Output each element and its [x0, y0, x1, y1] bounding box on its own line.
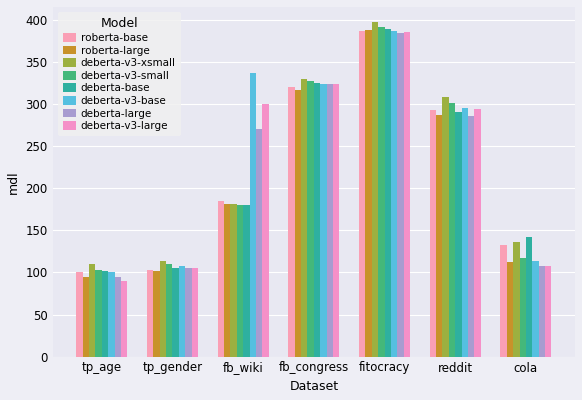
Bar: [159, 262, 166, 357]
Bar: [301, 78, 307, 357]
Bar: [166, 264, 172, 357]
Bar: [442, 97, 449, 357]
Bar: [191, 268, 198, 357]
Bar: [430, 110, 436, 357]
Bar: [320, 84, 327, 357]
X-axis label: Dataset: Dataset: [289, 380, 338, 393]
Bar: [218, 201, 224, 357]
Bar: [95, 270, 102, 357]
Legend: roberta-base, roberta-large, deberta-v3-xsmall, deberta-v3-small, deberta-base, : roberta-base, roberta-large, deberta-v3-…: [58, 12, 181, 136]
Bar: [359, 31, 365, 357]
Bar: [179, 266, 185, 357]
Bar: [532, 262, 538, 357]
Bar: [154, 271, 159, 357]
Bar: [230, 204, 237, 357]
Bar: [455, 112, 462, 357]
Bar: [436, 115, 442, 357]
Bar: [526, 237, 532, 357]
Bar: [501, 246, 507, 357]
Bar: [398, 33, 403, 357]
Bar: [147, 270, 154, 357]
Bar: [83, 276, 89, 357]
Bar: [545, 266, 551, 357]
Bar: [237, 205, 243, 357]
Bar: [76, 272, 83, 357]
Bar: [474, 109, 481, 357]
Bar: [108, 272, 115, 357]
Bar: [172, 268, 179, 357]
Bar: [385, 29, 391, 357]
Bar: [289, 87, 294, 357]
Bar: [243, 205, 250, 357]
Bar: [256, 129, 262, 357]
Bar: [121, 281, 127, 357]
Bar: [391, 30, 398, 357]
Bar: [538, 266, 545, 357]
Bar: [449, 103, 455, 357]
Bar: [115, 276, 121, 357]
Bar: [314, 83, 320, 357]
Bar: [372, 22, 378, 357]
Bar: [250, 73, 256, 357]
Bar: [378, 27, 385, 357]
Bar: [262, 104, 269, 357]
Bar: [307, 81, 314, 357]
Bar: [224, 204, 230, 357]
Bar: [102, 271, 108, 357]
Bar: [507, 262, 513, 357]
Bar: [403, 32, 410, 357]
Bar: [89, 264, 95, 357]
Y-axis label: mdl: mdl: [7, 170, 20, 194]
Bar: [294, 90, 301, 357]
Bar: [185, 268, 191, 357]
Bar: [468, 116, 474, 357]
Bar: [513, 242, 520, 357]
Bar: [462, 108, 468, 357]
Bar: [520, 258, 526, 357]
Bar: [327, 84, 333, 357]
Bar: [333, 84, 339, 357]
Bar: [365, 30, 372, 357]
